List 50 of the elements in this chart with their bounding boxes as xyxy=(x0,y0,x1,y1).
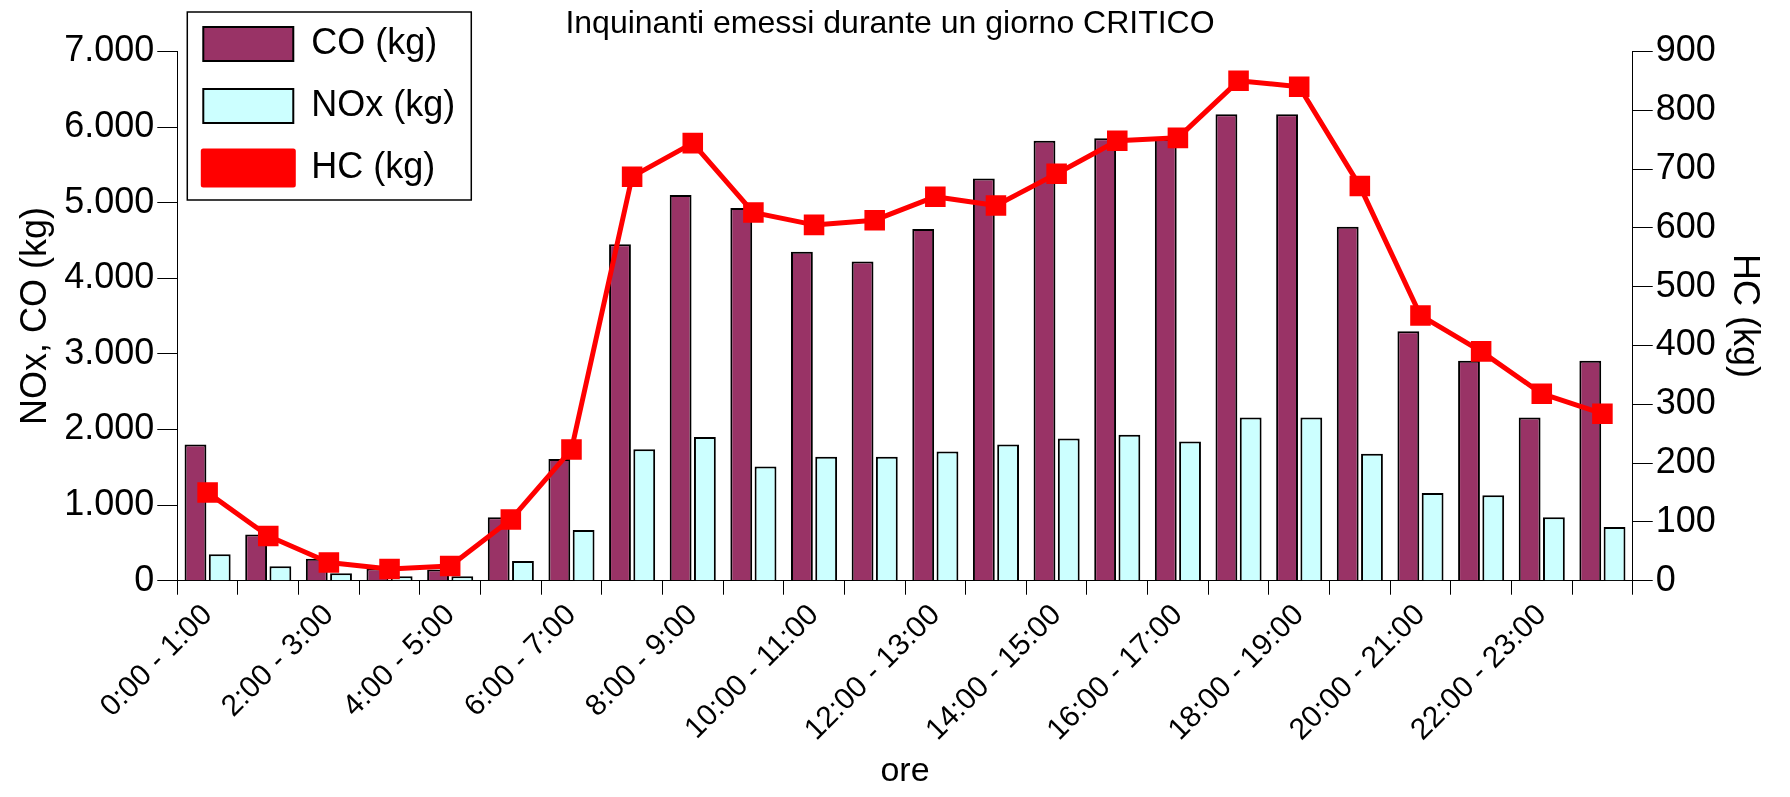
y2-tick-label: 900 xyxy=(1655,28,1716,70)
y2-tick-label: 500 xyxy=(1655,263,1716,305)
point xyxy=(1410,305,1431,326)
point xyxy=(1288,76,1310,97)
y2-tick-label: 0 xyxy=(1655,557,1676,599)
x-tick-label: 0:00 - 1:00 xyxy=(92,597,218,722)
point xyxy=(1106,130,1128,152)
legend-label: HC (kg) xyxy=(311,144,436,186)
point xyxy=(197,482,218,503)
point xyxy=(1531,383,1553,404)
y-tick-label: 2.000 xyxy=(64,406,155,448)
point xyxy=(1046,163,1067,185)
point xyxy=(803,214,825,236)
x-axis-title: ore xyxy=(880,749,930,788)
y2-tick-label: 300 xyxy=(1655,381,1716,423)
point xyxy=(439,555,461,577)
point xyxy=(379,558,400,580)
y-tick-label: 3.000 xyxy=(64,330,155,372)
y-tick-label: 1.000 xyxy=(64,482,155,524)
y2-tick-label: 800 xyxy=(1655,87,1716,129)
point xyxy=(682,132,704,154)
legend-label: CO (kg) xyxy=(311,20,438,62)
point xyxy=(925,186,946,207)
y2-axis-title: HC (kg) xyxy=(1726,254,1768,379)
point xyxy=(500,509,522,530)
point xyxy=(1228,70,1249,92)
point xyxy=(985,195,1007,216)
point xyxy=(1592,403,1613,424)
point xyxy=(743,202,764,223)
point xyxy=(318,552,340,573)
chart-title: Inquinanti emessi durante un giorno CRITICO xyxy=(565,4,1215,41)
point xyxy=(1167,127,1189,149)
point xyxy=(1349,175,1371,197)
y-tick-label: 5.000 xyxy=(64,179,155,221)
y-tick-label: 4.000 xyxy=(64,255,155,297)
y-axis-title: NOx, CO (kg) xyxy=(12,207,54,426)
y2-tick-label: 400 xyxy=(1655,322,1716,364)
y-tick-label: 7.000 xyxy=(64,28,155,70)
point xyxy=(561,439,582,460)
y2-tick-label: 100 xyxy=(1655,498,1716,540)
y2-tick-label: 200 xyxy=(1655,440,1716,482)
y2-tick-label: 600 xyxy=(1655,204,1716,246)
point xyxy=(257,525,279,547)
y-tick-label: 6.000 xyxy=(64,103,155,145)
y-tick-label: 0 xyxy=(134,557,155,599)
legend-label: NOx (kg) xyxy=(311,82,456,124)
point xyxy=(1470,341,1492,362)
y2-tick-label: 700 xyxy=(1655,145,1716,187)
point xyxy=(864,209,885,231)
point xyxy=(621,166,643,187)
